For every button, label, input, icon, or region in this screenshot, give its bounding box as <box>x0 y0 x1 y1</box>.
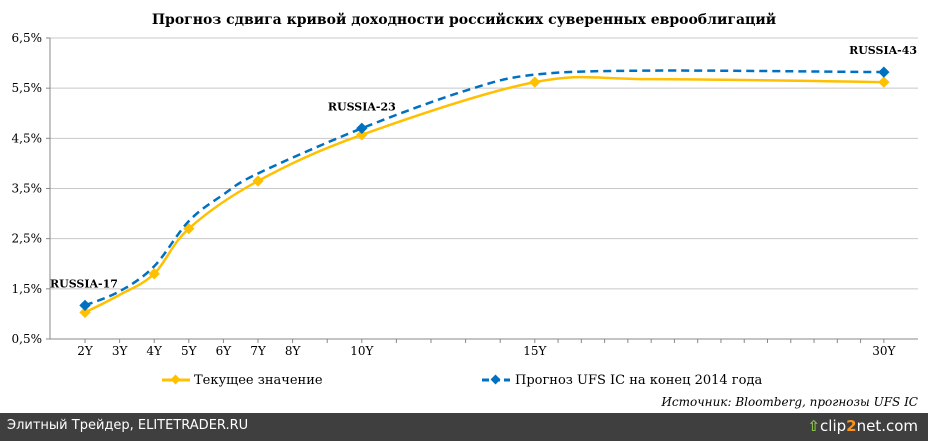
y-tick-label: 6,5% <box>12 31 43 45</box>
legend-marker-forecast <box>490 374 501 385</box>
footer-text: Элитный Трейдер, ELITETRADER.RU <box>7 418 249 433</box>
data-point-marker <box>252 175 264 187</box>
clip2net-logo[interactable]: ⇧clip2net.com <box>807 417 918 435</box>
data-point-marker <box>356 129 368 141</box>
series-lines <box>79 66 890 319</box>
y-tick-label: 4,5% <box>12 131 43 145</box>
legend-label-forecast: Прогноз UFS IC на конец 2014 года <box>515 373 762 388</box>
x-tick-label: 30Y <box>872 344 896 358</box>
legend-item-forecast: Прогноз UFS IC на конец 2014 года <box>482 373 762 388</box>
x-tick-label: 3Y <box>112 344 129 358</box>
upload-arrow-icon: ⇧ <box>807 417 821 435</box>
data-point-marker <box>878 66 890 78</box>
x-tick-label: 15Y <box>523 344 547 358</box>
x-tick-label: 8Y <box>285 344 302 358</box>
legend-label-current: Текущее значение <box>194 373 323 388</box>
legend-marker-current <box>170 374 181 385</box>
gridlines <box>50 37 918 340</box>
x-tick-label: 2Y <box>77 344 94 358</box>
bond-label: RUSSIA-43 <box>849 44 917 57</box>
data-point-marker <box>148 268 160 280</box>
footer-bar: Элитный Трейдер, ELITETRADER.RU ⇧clip2ne… <box>0 413 928 441</box>
bond-label: RUSSIA-23 <box>328 100 396 113</box>
data-point-marker <box>878 76 890 88</box>
x-tick-label: 7Y <box>250 344 267 358</box>
y-tick-label: 1,5% <box>12 282 43 296</box>
x-tick-label: 5Y <box>181 344 198 358</box>
annotations: RUSSIA-17 RUSSIA-23 RUSSIA-43 <box>50 44 917 290</box>
bond-label: RUSSIA-17 <box>50 277 118 290</box>
x-axis: 2Y 3Y 4Y 5Y 6Y 7Y 8Y 10Y 15Y 30Y <box>50 338 918 358</box>
data-point-marker <box>529 76 541 88</box>
series-line-0 <box>84 75 884 314</box>
yield-curve-chart: Прогноз сдвига кривой доходности российс… <box>12 11 918 409</box>
y-tick-label: 5,5% <box>12 81 43 95</box>
x-tick-label: 10Y <box>350 344 374 358</box>
x-tick-label: 6Y <box>216 344 233 358</box>
y-tick-label: 2,5% <box>12 232 43 246</box>
y-tick-label: 0,5% <box>12 332 43 346</box>
x-tick-label: 4Y <box>146 344 163 358</box>
y-tick-label: 3,5% <box>12 182 43 196</box>
legend-item-current: Текущее значение <box>162 373 323 388</box>
legend: Текущее значение Прогноз UFS IC на конец… <box>162 373 762 388</box>
y-axis: 0,5% 1,5% 2,5% 3,5% 4,5% 5,5% 6,5% <box>12 31 51 346</box>
chart-title: Прогноз сдвига кривой доходности российс… <box>152 11 776 28</box>
source-note: Источник: Bloomberg, прогнозы UFS IC <box>660 395 918 409</box>
series-line-1 <box>84 69 884 307</box>
